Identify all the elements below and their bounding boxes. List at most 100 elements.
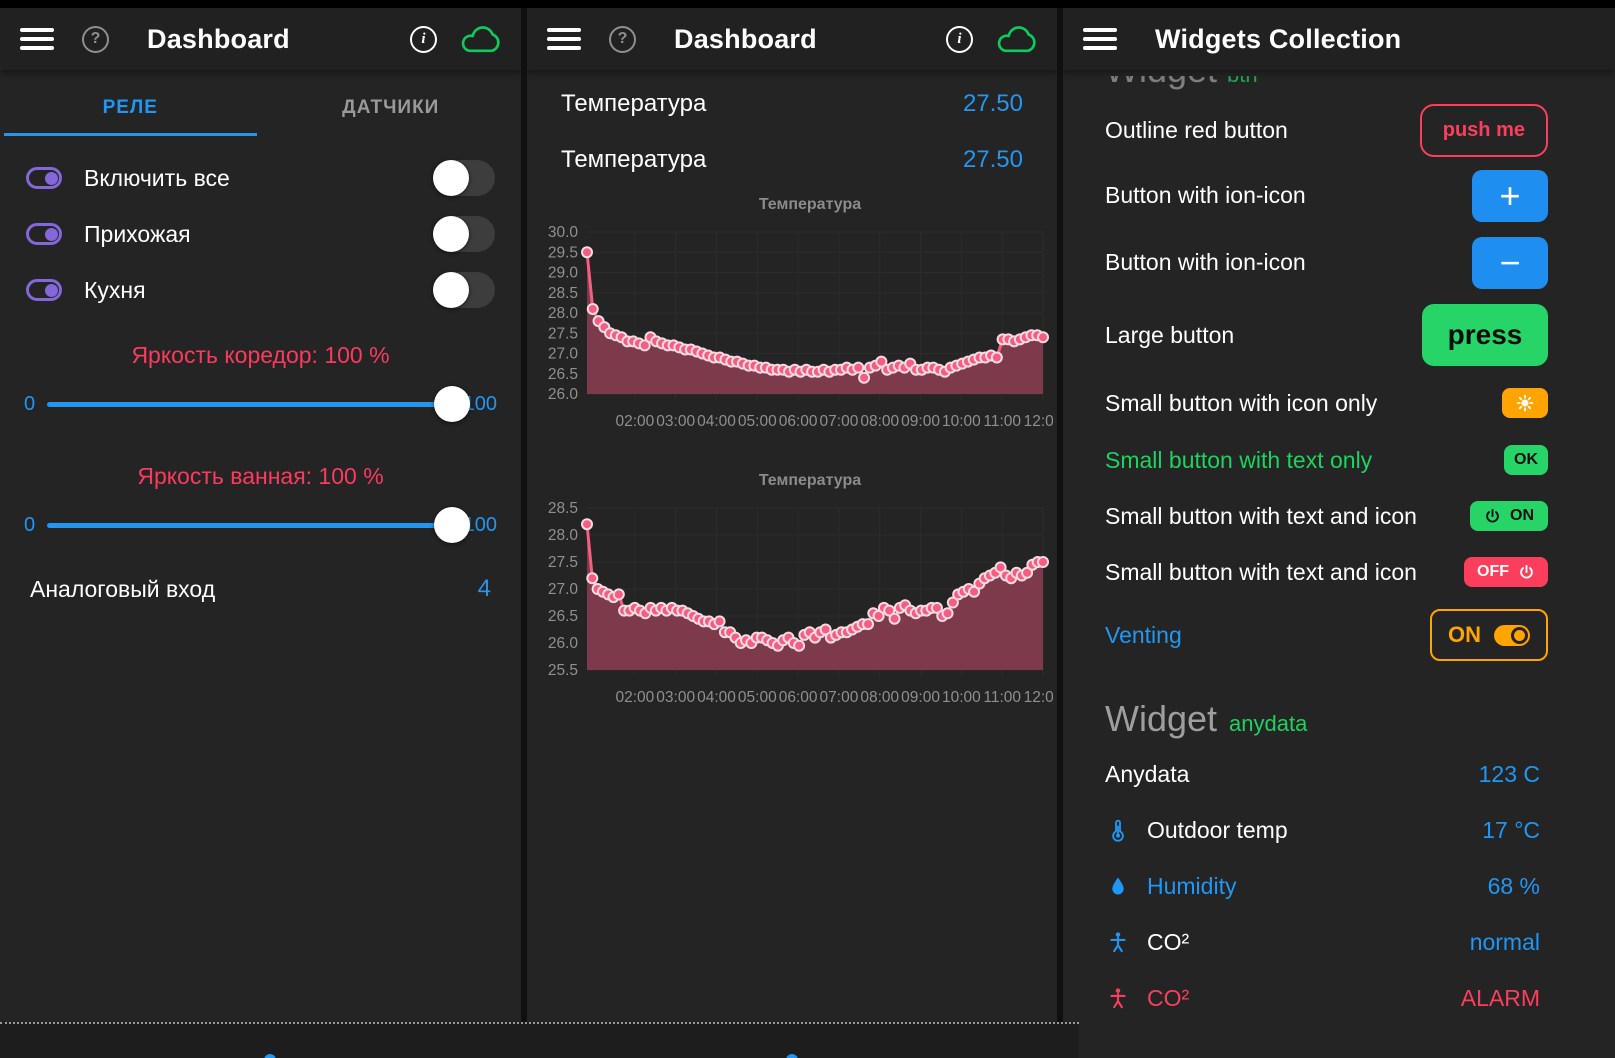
svg-text:27.0: 27.0 [548,346,579,363]
temperature-chart-svg-1: 30.0 29.5 29.0 28.5 28.0 27.5 27.0 26.5 26.0 02:0… [548,224,1053,430]
bottom-nav-icon[interactable] [786,1054,798,1058]
row-outline-red-button: Outline red button push me [1105,98,1615,162]
svg-text:11:00: 11:00 [983,413,1021,430]
menu-icon[interactable] [547,28,581,50]
svg-text:10:00: 10:00 [942,689,981,706]
svg-text:26.0: 26.0 [548,386,579,403]
slider-knob[interactable] [433,507,470,543]
svg-text:03:00: 03:00 [656,689,695,706]
person-icon [1105,986,1131,1010]
svg-text:27.0: 27.0 [548,581,579,598]
cloud-icon [997,26,1036,53]
svg-text:27.5: 27.5 [548,554,578,571]
temperature-chart-2: Температура 28.5 28.0 27.5 27.0 26.5 26.0 25.5… [527,472,1057,740]
svg-text:07:00: 07:00 [820,413,859,430]
switch-row-all: Включить все [0,150,521,206]
svg-text:12:00: 12:00 [1024,413,1053,430]
switch-knob[interactable] [433,160,469,196]
slider-track[interactable] [47,507,470,543]
slider-min: 0 [24,513,36,536]
press-button[interactable]: press [1422,304,1548,366]
data-label: Anydata [1105,760,1190,787]
button-label: OFF [1477,563,1509,580]
switch-row-kitchen: Кухня [0,262,521,318]
svg-text:08:00: 08:00 [860,413,899,430]
clipped-heading-subtitle: btn [1227,76,1258,87]
switch-all[interactable] [433,160,495,196]
help-icon[interactable]: ? [609,25,636,53]
info-icon[interactable]: i [946,25,973,53]
row-label: Small button with text and icon [1105,502,1417,529]
help-icon[interactable]: ? [82,25,109,53]
plus-button[interactable]: + [1472,169,1548,222]
on-button[interactable]: ON [1470,501,1548,531]
bottom-nav-strip [0,1022,1079,1058]
data-row-humidity: Humidity 68 % [1105,858,1615,914]
button-label: ON [1510,507,1534,524]
switch-knob[interactable] [433,272,469,308]
data-value: 123 C [1478,760,1540,787]
ok-button[interactable]: OK [1504,445,1548,475]
slider-knob[interactable] [433,386,470,422]
app2-title: Dashboard [674,23,817,54]
toggle-icon [26,223,62,245]
bottom-nav-icon[interactable] [264,1054,276,1058]
clipped-section-heading: Widget btn [1105,76,1615,98]
switch-label: Включить все [84,164,230,191]
svg-text:09:00: 09:00 [901,689,940,706]
switch-knob[interactable] [433,216,469,252]
slider-corridor: 0 100 [0,369,521,439]
venting-toggle-button[interactable]: ON [1430,609,1548,661]
temperature-value: 27.50 [962,146,1023,173]
row-small-icon-only: Small button with icon only [1105,374,1615,432]
push-me-button[interactable]: push me [1419,103,1548,157]
app1-title: Dashboard [147,23,290,54]
data-label: CO² [1147,928,1190,955]
svg-text:28.5: 28.5 [548,500,578,517]
data-row-anydata: Anydata 123 C [1105,746,1615,802]
row-label: Small button with text only [1105,446,1373,473]
section-heading-anydata: Widget anydata [1105,692,1615,746]
row-label: Outline red button [1105,116,1288,143]
droplet-icon [1105,875,1131,897]
data-value: normal [1469,928,1540,955]
toggle-icon [26,279,62,301]
button-label: ON [1448,622,1481,647]
svg-text:05:00: 05:00 [738,413,777,430]
tab-rele[interactable]: РЕЛЕ [0,80,261,136]
slider-track[interactable] [47,386,470,422]
temperature-row-2: Температура 27.50 [527,132,1057,188]
clipped-heading-title: Widget [1105,76,1217,90]
row-large-button: Large button press [1105,296,1615,374]
switch-hallway[interactable] [433,216,495,252]
status-strip [0,0,1615,8]
row-ion-icon-minus: Button with ion-icon − [1105,229,1615,296]
data-value: 68 % [1487,872,1540,899]
temperature-value: 27.50 [962,90,1023,117]
off-button[interactable]: OFF [1464,557,1548,587]
slider-min: 0 [24,392,36,415]
svg-text:07:00: 07:00 [820,689,859,706]
svg-text:05:00: 05:00 [738,689,777,706]
svg-text:29.5: 29.5 [548,244,578,261]
sun-button[interactable] [1502,388,1548,418]
tab-datchiki[interactable]: ДАТЧИКИ [342,97,440,118]
row-label: Small button with text and icon [1105,558,1417,585]
svg-text:30.0: 30.0 [548,224,579,241]
minus-button[interactable]: − [1472,236,1548,289]
switch-row-hallway: Прихожая [0,206,521,262]
switch-kitchen[interactable] [433,272,495,308]
svg-text:26.5: 26.5 [548,366,578,383]
data-value: 17 °C [1482,816,1540,843]
temperature-row-1: Температура 27.50 [527,76,1057,132]
widgets-content: Widget btn Outline red button push me But… [1063,76,1615,1026]
panel-dashboard-charts: ? Dashboard i Температура 27.50 Температ… [527,8,1057,1058]
slider-bath: 0 100 [0,490,521,560]
row-label: Button with ion-icon [1105,249,1306,275]
app3-appbar: Widgets Collection [1063,8,1615,70]
menu-icon[interactable] [20,28,54,50]
info-icon[interactable]: i [410,25,437,53]
svg-text:26.0: 26.0 [548,635,579,652]
power-icon [1486,508,1499,523]
menu-icon[interactable] [1083,28,1117,50]
